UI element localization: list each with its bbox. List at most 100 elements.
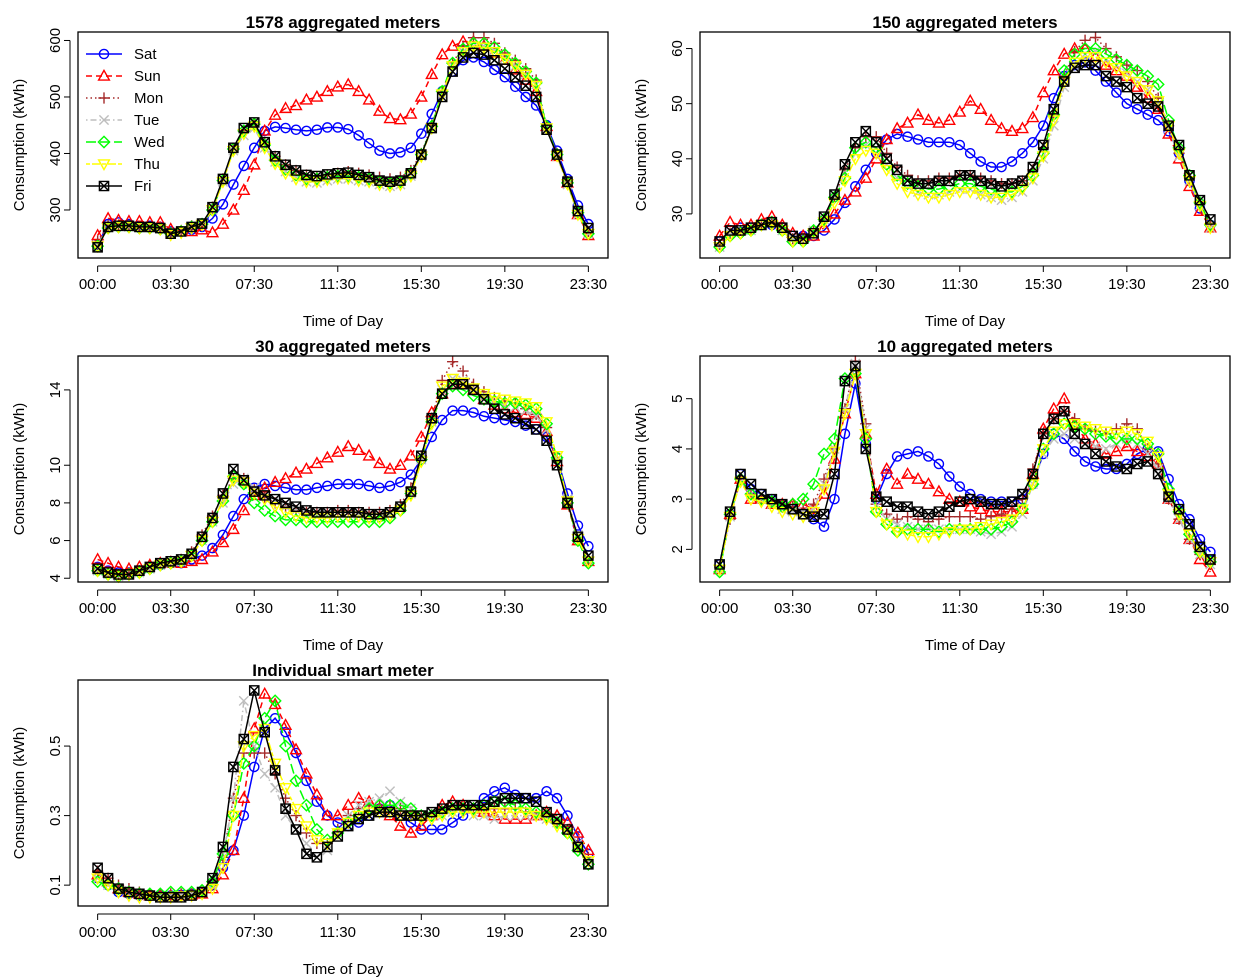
data-point — [550, 821, 564, 834]
data-point — [786, 236, 800, 249]
data-point — [964, 511, 976, 523]
data-point — [165, 555, 177, 567]
data-point — [289, 511, 303, 524]
data-point — [217, 841, 229, 853]
data-point — [827, 451, 842, 464]
data-point — [299, 513, 314, 526]
data-point — [384, 480, 396, 492]
data-point — [890, 178, 904, 191]
plot-frame — [699, 31, 1231, 259]
data-point — [487, 392, 501, 405]
data-point — [562, 824, 573, 835]
data-point — [405, 142, 417, 154]
data-point — [301, 484, 312, 496]
x-tick-label: 19:30 — [486, 924, 524, 941]
data-point — [1089, 31, 1102, 44]
data-point — [974, 521, 988, 534]
data-point — [1088, 41, 1103, 56]
data-point — [984, 113, 998, 125]
data-point — [299, 798, 314, 812]
series-line — [718, 373, 1211, 570]
series-mon — [92, 356, 594, 581]
data-point — [468, 407, 479, 418]
plot-frame — [77, 355, 609, 583]
data-point — [342, 123, 354, 135]
x-tick-label: 23:30 — [570, 276, 608, 293]
x-tick-label: 19:30 — [1108, 276, 1146, 293]
data-point — [332, 831, 344, 842]
data-point — [776, 222, 788, 233]
data-point — [154, 222, 166, 234]
data-point — [975, 496, 986, 507]
data-point — [1121, 81, 1133, 93]
data-point — [744, 492, 758, 504]
data-point — [551, 459, 563, 471]
data-point — [571, 825, 585, 838]
data-point — [1099, 426, 1113, 439]
data-point — [902, 501, 913, 512]
data-point — [238, 122, 250, 134]
data-point — [457, 365, 469, 377]
data-point — [311, 852, 323, 863]
data-point — [268, 158, 282, 171]
data-point — [754, 496, 768, 509]
data-point — [933, 136, 945, 148]
series-line — [718, 363, 1211, 570]
data-point — [1109, 429, 1123, 441]
data-point — [912, 178, 924, 189]
data-point — [247, 730, 261, 743]
data-point — [113, 883, 124, 894]
series-line — [719, 56, 1212, 248]
data-point — [923, 508, 934, 520]
data-point — [268, 694, 282, 708]
data-point — [102, 221, 114, 233]
data-point — [278, 782, 293, 795]
series-line — [718, 360, 1211, 568]
data-point — [776, 498, 788, 510]
data-point — [1048, 413, 1060, 425]
data-point — [395, 810, 406, 821]
data-point — [395, 501, 406, 512]
data-point — [196, 218, 208, 229]
y-tick-label: 0.1 — [47, 875, 64, 896]
data-point — [550, 815, 564, 830]
data-point — [468, 47, 479, 59]
data-point — [869, 506, 883, 519]
legend-item-fri: Fri — [86, 178, 152, 195]
data-point — [289, 465, 303, 478]
data-point — [1027, 136, 1039, 148]
data-point — [1090, 461, 1101, 472]
data-point — [395, 796, 406, 807]
data-point — [1109, 444, 1123, 457]
data-point — [985, 178, 997, 189]
data-point — [902, 131, 913, 143]
x-axis-label: Time of Day — [925, 313, 1006, 330]
data-point — [1047, 401, 1061, 414]
data-point — [583, 550, 594, 561]
data-point — [499, 409, 511, 420]
data-point — [372, 798, 387, 812]
data-point — [217, 199, 229, 210]
data-point — [404, 448, 418, 461]
data-point — [1058, 76, 1070, 87]
data-point — [540, 814, 554, 827]
data-point — [364, 796, 375, 807]
data-point — [311, 796, 323, 807]
y-axis-label: Consumption (kWh) — [633, 79, 650, 212]
data-point — [932, 192, 946, 205]
data-point — [468, 799, 479, 811]
data-point — [797, 508, 809, 520]
data-point — [1141, 69, 1155, 83]
data-point — [405, 486, 417, 497]
data-point — [974, 502, 988, 514]
data-point — [205, 883, 220, 896]
data-point — [299, 821, 314, 834]
data-point — [320, 515, 334, 529]
data-point — [551, 149, 563, 160]
data-point — [1059, 428, 1070, 439]
data-point — [352, 515, 366, 529]
data-point — [1036, 151, 1050, 164]
data-point — [290, 124, 302, 136]
data-point — [363, 810, 375, 821]
